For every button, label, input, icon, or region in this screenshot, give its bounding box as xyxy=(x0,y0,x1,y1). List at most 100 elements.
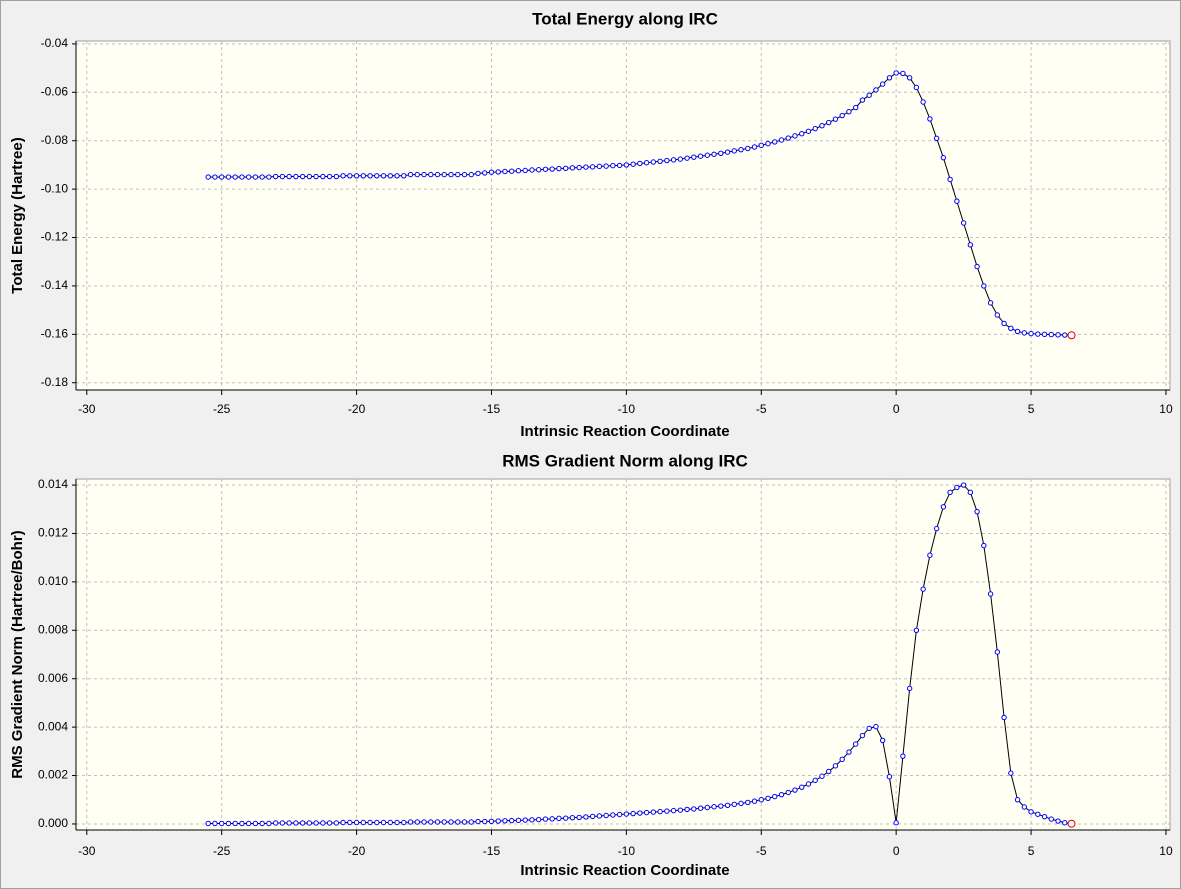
data-point xyxy=(623,811,630,817)
data-point xyxy=(778,791,785,798)
data-point xyxy=(441,819,447,825)
data-point xyxy=(556,815,562,822)
data-point xyxy=(1008,770,1014,776)
data-point xyxy=(407,171,414,178)
data-point xyxy=(954,198,960,204)
data-point xyxy=(475,818,481,825)
data-point xyxy=(724,802,731,809)
x-tick-label: 10 xyxy=(1159,844,1173,858)
data-point xyxy=(920,586,926,592)
data-point xyxy=(886,774,893,780)
data-point xyxy=(765,140,771,147)
data-point xyxy=(239,820,245,827)
data-point xyxy=(805,128,812,134)
data-point xyxy=(313,820,319,826)
data-point xyxy=(360,173,367,179)
data-point xyxy=(974,263,980,270)
data-point xyxy=(792,133,798,139)
data-point xyxy=(704,152,711,158)
data-point xyxy=(387,173,394,179)
data-point xyxy=(1028,809,1034,815)
data-point xyxy=(232,174,238,180)
data-point xyxy=(799,784,805,790)
data-point xyxy=(684,806,690,813)
data-point xyxy=(367,819,373,826)
current-point xyxy=(1067,331,1076,340)
data-point xyxy=(826,119,832,126)
data-point xyxy=(751,798,758,804)
data-point xyxy=(1048,816,1054,822)
data-point xyxy=(879,81,886,87)
data-point xyxy=(650,159,657,165)
x-axis-label: Intrinsic Reaction Coordinate xyxy=(520,423,729,440)
y-tick-label: -0.08 xyxy=(41,133,69,147)
data-point xyxy=(1001,320,1007,327)
data-point xyxy=(657,808,663,815)
data-point xyxy=(826,768,832,775)
data-point xyxy=(940,154,947,161)
data-point xyxy=(920,99,926,105)
x-tick-label: -20 xyxy=(348,402,366,416)
data-point xyxy=(893,820,899,826)
data-point xyxy=(616,162,623,169)
data-point xyxy=(772,139,778,145)
data-point xyxy=(1055,818,1061,824)
data-point xyxy=(1035,331,1041,337)
data-point xyxy=(299,820,306,826)
y-tick-label: 0.004 xyxy=(38,719,68,733)
data-point xyxy=(846,108,852,115)
data-point xyxy=(556,165,562,172)
x-tick-label: 0 xyxy=(893,402,900,416)
data-point xyxy=(529,167,535,173)
data-point xyxy=(441,171,447,178)
data-point xyxy=(488,169,495,175)
data-point xyxy=(839,112,845,119)
data-point xyxy=(286,820,292,826)
y-tick-label: -0.18 xyxy=(41,375,69,389)
data-point xyxy=(259,820,265,827)
data-point xyxy=(535,167,542,173)
x-tick-label: -25 xyxy=(213,402,231,416)
data-point xyxy=(542,166,549,172)
data-point xyxy=(1001,714,1007,721)
data-point xyxy=(738,146,744,153)
chart-title: RMS Gradient Norm along IRC xyxy=(502,451,748,470)
data-point xyxy=(461,819,468,825)
data-point xyxy=(549,166,555,172)
x-tick-label: -30 xyxy=(78,844,96,858)
data-point xyxy=(967,489,974,496)
data-point xyxy=(488,818,495,824)
plot-area xyxy=(75,478,1171,831)
data-point xyxy=(745,799,751,806)
data-point xyxy=(306,173,313,180)
data-point xyxy=(589,813,596,820)
data-point xyxy=(380,173,387,179)
data-point xyxy=(562,815,569,821)
data-point xyxy=(900,70,906,77)
data-point xyxy=(1021,330,1028,336)
y-tick-label: 0.002 xyxy=(38,768,68,782)
data-point xyxy=(502,818,508,824)
data-point xyxy=(461,171,468,178)
data-point xyxy=(434,819,441,825)
data-point xyxy=(981,283,987,289)
data-point xyxy=(859,97,866,103)
data-point xyxy=(657,158,663,164)
data-point xyxy=(603,812,609,819)
data-point xyxy=(610,812,616,818)
data-point xyxy=(245,820,252,827)
data-point xyxy=(1041,813,1048,820)
data-point xyxy=(994,649,1001,655)
data-point xyxy=(320,173,326,180)
data-point xyxy=(252,174,259,180)
data-point xyxy=(987,300,994,306)
chart-title: Total Energy along IRC xyxy=(532,9,718,28)
data-point xyxy=(819,773,825,779)
y-tick-label: -0.04 xyxy=(41,36,69,50)
data-point xyxy=(839,756,845,763)
data-point xyxy=(428,819,434,825)
data-point xyxy=(232,820,238,827)
data-point xyxy=(940,504,947,510)
data-point xyxy=(414,171,420,178)
